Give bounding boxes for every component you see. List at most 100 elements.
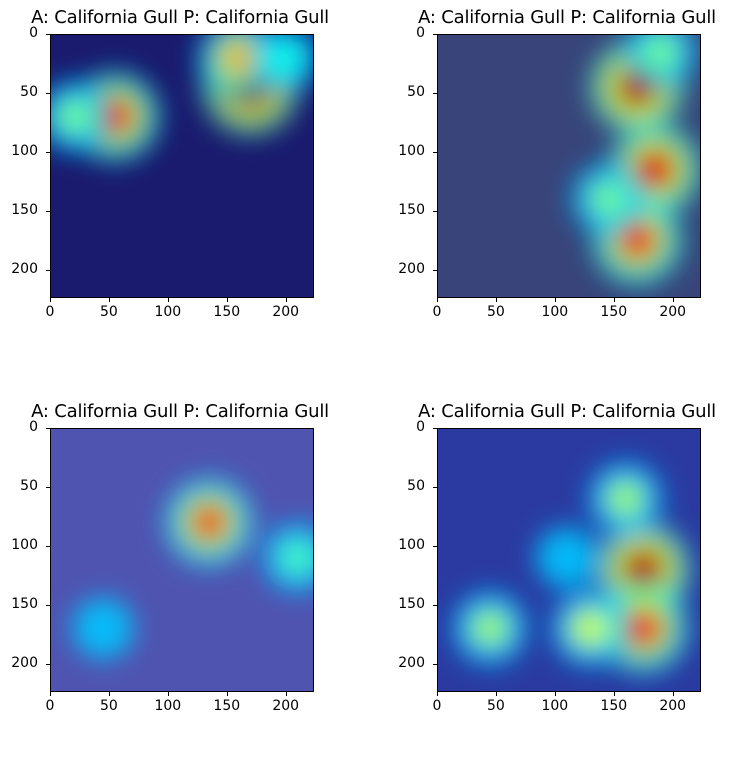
- x-tick-mark: [613, 298, 615, 302]
- y-tick-label: 0: [416, 419, 425, 435]
- x-tick-label: 200: [272, 304, 300, 320]
- x-tick-mark: [554, 692, 556, 696]
- x-tick-mark: [226, 692, 228, 696]
- y-tick-mark: [433, 151, 437, 153]
- x-tick-mark: [108, 692, 110, 696]
- heatmap-hotspot: [622, 607, 664, 649]
- x-tick-mark: [50, 298, 51, 302]
- x-tick-label: 100: [154, 698, 182, 714]
- heatmap-hotspot: [621, 547, 665, 591]
- y-tick-mark: [46, 34, 50, 35]
- y-tick-label: 150: [398, 595, 425, 612]
- y-tick-label: 50: [20, 83, 38, 100]
- y-tick-label: 150: [398, 201, 425, 218]
- x-tick-label: 150: [600, 698, 628, 714]
- y-tick-mark: [433, 34, 437, 35]
- heatmap-hotspot: [572, 610, 609, 647]
- x-tick-label: 0: [432, 304, 442, 320]
- y-tick-label: 50: [407, 477, 425, 494]
- panel-title: A: California Gull P: California Gull: [418, 401, 716, 422]
- y-tick-label: 100: [11, 142, 38, 159]
- x-tick-label: 50: [100, 304, 118, 320]
- y-tick-label: 200: [398, 654, 425, 671]
- y-tick-mark: [433, 210, 437, 212]
- y-tick-label: 200: [11, 260, 38, 277]
- heatmap-panel: A: California Gull P: California Gull 0 50…: [0, 394, 378, 760]
- y-tick-mark: [46, 663, 50, 665]
- x-tick-mark: [672, 692, 674, 696]
- y-tick-label: 200: [11, 654, 38, 671]
- plot-area: 0 50 100 150 200 0 50 100 150 200: [11, 419, 314, 714]
- y-tick-mark: [433, 486, 437, 488]
- y-tick-mark: [46, 92, 50, 94]
- x-tick-label: 0: [45, 304, 55, 320]
- heatmap-hotspot: [551, 542, 582, 573]
- y-tick-label: 0: [29, 419, 38, 435]
- x-tick-label: 50: [100, 698, 118, 714]
- x-tick-mark: [167, 298, 169, 302]
- y-tick-label: 150: [11, 595, 38, 612]
- y-tick-label: 0: [416, 25, 425, 41]
- y-tick-label: 100: [398, 536, 425, 553]
- heatmap-panel: A: California Gull P: California Gull 0 50…: [387, 0, 756, 366]
- y-tick-label: 50: [407, 83, 425, 100]
- x-tick-mark: [285, 692, 287, 696]
- x-tick-label: 200: [659, 698, 687, 714]
- plot-area: 0 50 100 150 200 0 50 100 150 200: [398, 25, 701, 320]
- heatmap-hotspot: [56, 99, 91, 134]
- y-tick-mark: [433, 545, 437, 547]
- heatmap-hotspot: [472, 610, 508, 646]
- x-tick-label: 150: [213, 698, 241, 714]
- x-tick-mark: [226, 298, 228, 302]
- heatmap-hotspot: [219, 38, 258, 77]
- heatmap-hotspot: [608, 481, 644, 517]
- heatmap-panel: A: California Gull P: California Gull 0 50…: [387, 394, 756, 760]
- heatmap-svg: [437, 34, 701, 298]
- panel-title: A: California Gull P: California Gull: [418, 7, 716, 28]
- x-tick-mark: [285, 298, 287, 302]
- y-tick-mark: [433, 92, 437, 94]
- heatmap-svg: [50, 34, 314, 298]
- x-tick-label: 100: [541, 698, 569, 714]
- x-tick-label: 200: [659, 304, 687, 320]
- heatmap-hotspot: [269, 41, 302, 74]
- axes-frame: [50, 34, 314, 298]
- y-tick-mark: [46, 151, 50, 153]
- axes-frame: [437, 34, 701, 298]
- heatmap-image: [50, 34, 314, 298]
- y-tick-label: 100: [398, 142, 425, 159]
- x-tick-mark: [554, 298, 556, 302]
- y-tick-label: 150: [11, 201, 38, 218]
- x-tick-label: 150: [213, 304, 241, 320]
- heatmap-hotspot: [634, 148, 677, 191]
- x-tick-mark: [495, 298, 497, 302]
- x-tick-label: 50: [487, 698, 505, 714]
- y-tick-mark: [46, 486, 50, 488]
- y-tick-label: 50: [20, 477, 38, 494]
- heatmap-hotspot: [590, 182, 625, 216]
- x-tick-label: 100: [541, 304, 569, 320]
- x-tick-label: 200: [272, 698, 300, 714]
- heatmap-hotspot: [643, 34, 678, 69]
- heatmap-image: [437, 34, 701, 298]
- x-tick-mark: [167, 692, 169, 696]
- y-tick-label: 100: [11, 536, 38, 553]
- heatmap-hotspot: [281, 541, 314, 575]
- heatmap-panel: A: California Gull P: California Gull 0 50…: [0, 0, 378, 366]
- plot-area: 0 50 100 150 200 0 50 100 150 200: [398, 419, 701, 714]
- axes-frame: [50, 428, 314, 692]
- y-tick-mark: [46, 545, 50, 547]
- heatmap-svg: [50, 428, 314, 692]
- y-tick-mark: [433, 428, 437, 429]
- axes-frame: [437, 428, 701, 692]
- x-tick-label: 0: [45, 698, 55, 714]
- heatmap-image: [437, 428, 701, 692]
- x-tick-mark: [495, 692, 497, 696]
- y-tick-mark: [433, 604, 437, 606]
- y-tick-label: 200: [398, 260, 425, 277]
- y-tick-mark: [433, 269, 437, 271]
- y-tick-mark: [433, 663, 437, 665]
- x-tick-mark: [437, 692, 438, 696]
- plot-area: 0 50 100 150 200 0 50 100 150 200: [11, 25, 314, 320]
- x-tick-mark: [437, 298, 438, 302]
